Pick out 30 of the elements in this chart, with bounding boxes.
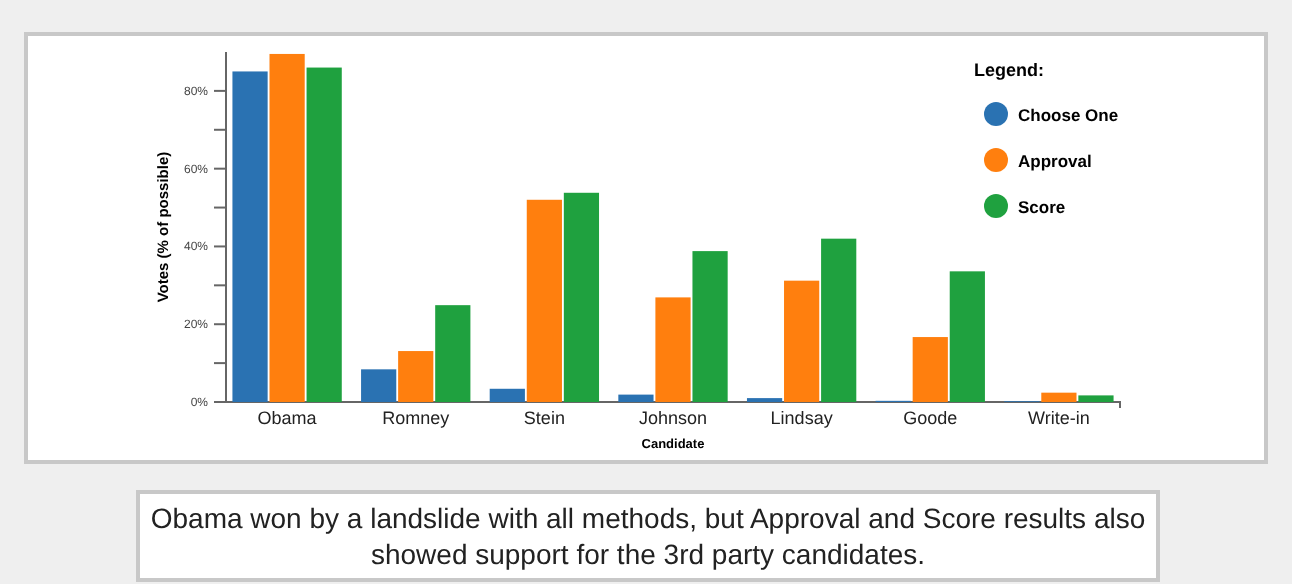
x-tick-label: Lindsay bbox=[770, 408, 834, 429]
x-tick-label: Stein bbox=[523, 408, 565, 429]
bar bbox=[912, 337, 948, 402]
bar bbox=[618, 394, 654, 402]
bar bbox=[949, 271, 985, 402]
x-tick-label: Romney bbox=[382, 408, 451, 429]
legend-label: Score bbox=[1018, 197, 1066, 217]
bar bbox=[563, 192, 600, 402]
text: Obama won by a landslide with all methods, but Approval and Score results also showed support for the 3rd party candidates. bbox=[148, 500, 1148, 572]
bar bbox=[821, 238, 857, 402]
bar bbox=[1078, 395, 1114, 402]
bar bbox=[269, 53, 305, 402]
legend-label: Choose One bbox=[1018, 105, 1119, 125]
bar bbox=[489, 388, 525, 402]
bar bbox=[232, 71, 268, 402]
bar bbox=[692, 251, 728, 402]
bar bbox=[306, 67, 342, 402]
bar bbox=[435, 305, 471, 402]
legend-title: Legend: bbox=[974, 60, 1044, 80]
bar bbox=[784, 280, 820, 402]
x-tick-label: Johnson bbox=[638, 408, 708, 429]
legend-label: Approval bbox=[1018, 151, 1092, 171]
x-tick-label: Write-in bbox=[1028, 408, 1090, 429]
bar bbox=[398, 351, 434, 402]
bar bbox=[361, 369, 397, 402]
bar bbox=[1041, 392, 1077, 402]
x-tick-label: Obama bbox=[257, 408, 317, 429]
bar bbox=[655, 297, 691, 402]
x-tick-label: Goode bbox=[903, 408, 958, 429]
bar bbox=[526, 199, 562, 402]
